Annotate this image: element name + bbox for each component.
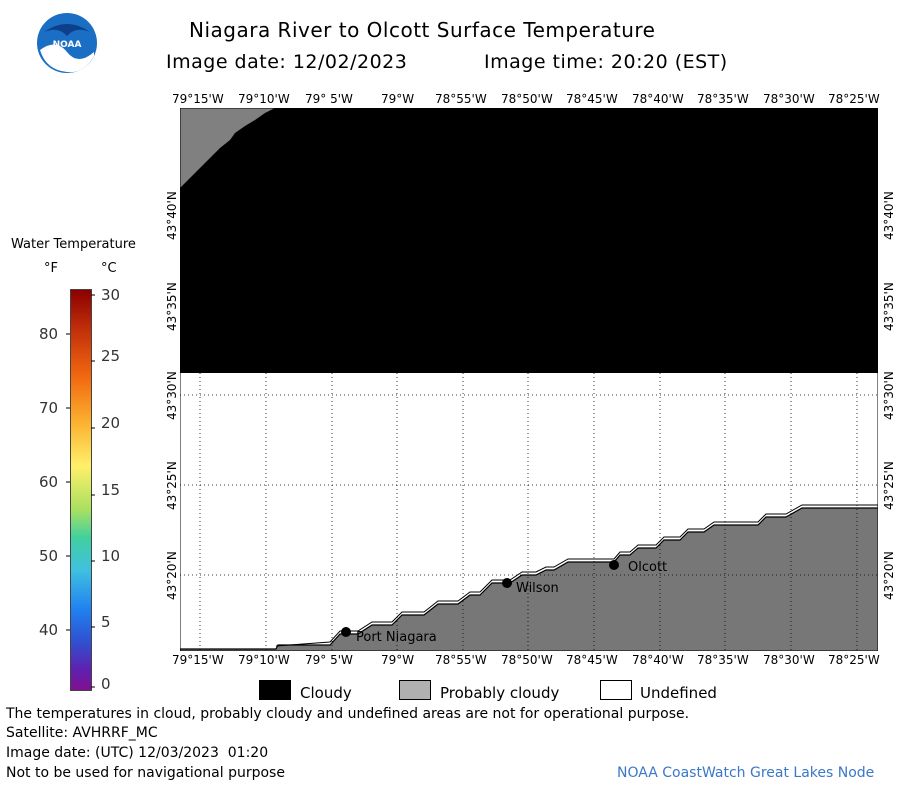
map-panel [180, 108, 878, 651]
lon-top-6: 78°45'W [566, 92, 618, 106]
lon-bottom-2: 79° 5'W [305, 653, 353, 667]
colorbar [70, 289, 92, 691]
footer-nav-warning: Not to be used for navigational purpose [6, 765, 285, 781]
lat-right-3: 43°25'N [882, 461, 896, 510]
f-tick-70: 70 [39, 399, 59, 417]
lon-top-0: 79°15'W [172, 92, 224, 106]
shoreline [180, 507, 878, 650]
lon-top-1: 79°10'W [238, 92, 290, 106]
colorbar-unit-f: °F [44, 261, 58, 276]
lon-bottom-7: 78°40'W [632, 653, 684, 667]
lat-left-3: 43°25'N [165, 461, 179, 510]
footer-utc-date: Image date: (UTC) 12/03/2023 01:20 [6, 745, 269, 761]
footer-satellite: Satellite: AVHRRF_MC [6, 725, 158, 741]
c-tick-25: 25 [101, 347, 121, 365]
legend-label-cloudy: Cloudy [300, 684, 352, 702]
lat-right-0: 43°40'N [882, 191, 896, 240]
c-tick-0: 0 [101, 675, 111, 693]
noaa-logo-text: NOAA [53, 40, 82, 50]
lon-top-4: 78°55'W [435, 92, 487, 106]
lon-bottom-5: 78°50'W [501, 653, 553, 667]
c-tick-15: 15 [101, 481, 121, 499]
image-date: Image date: 12/02/2023 [166, 51, 408, 73]
legend-swatch-cloudy [259, 680, 291, 700]
lat-right-2: 43°30'N [882, 371, 896, 420]
c-tick-30: 30 [101, 286, 121, 304]
lat-left-4: 43°20'N [165, 551, 179, 600]
lat-right-1: 43°35'N [882, 282, 896, 331]
lon-bottom-9: 78°30'W [763, 653, 815, 667]
lon-top-3: 79°W [381, 92, 415, 106]
lon-bottom-1: 79°10'W [238, 653, 290, 667]
lon-bottom-0: 79°15'W [172, 653, 224, 667]
c-tick-10: 10 [101, 547, 121, 565]
wilson-marker [502, 578, 512, 588]
lon-top-7: 78°40'W [632, 92, 684, 106]
footer-credit[interactable]: NOAA CoastWatch Great Lakes Node [617, 765, 875, 781]
f-tick-40: 40 [39, 621, 59, 639]
legend-swatch-probably-cloudy [399, 680, 431, 700]
lon-bottom-10: 78°25'W [828, 653, 880, 667]
lat-right-4: 43°20'N [882, 551, 896, 600]
place-label-olcott: Olcott [628, 560, 668, 575]
lon-top-8: 78°35'W [697, 92, 749, 106]
legend-label-undefined: Undefined [640, 684, 717, 702]
lon-top-5: 78°50'W [501, 92, 553, 106]
land-region [180, 508, 878, 651]
f-tick-50: 50 [39, 547, 59, 565]
lon-bottom-8: 78°35'W [697, 653, 749, 667]
c-tick-20: 20 [101, 414, 121, 432]
colorbar-ticks [66, 294, 95, 688]
c-tick-5: 5 [101, 613, 111, 631]
footer-disclaimer: The temperatures in cloud, probably clou… [6, 706, 690, 722]
noaa-logo: NOAA [36, 12, 98, 74]
image-time: Image time: 20:20 (EST) [484, 51, 728, 73]
colorbar-unit-c: °C [101, 261, 117, 276]
lon-top-10: 78°25'W [828, 92, 880, 106]
lon-bottom-6: 78°45'W [566, 653, 618, 667]
page-title: Niagara River to Olcott Surface Temperat… [189, 18, 656, 42]
lon-bottom-4: 78°55'W [435, 653, 487, 667]
place-label-wilson: Wilson [516, 581, 559, 596]
legend-swatch-undefined [600, 680, 632, 700]
place-label-port-niagara: Port Niagara [356, 630, 437, 645]
lat-left-2: 43°30'N [165, 371, 179, 420]
port-niagara-marker [341, 627, 351, 637]
lon-top-9: 78°30'W [763, 92, 815, 106]
lon-top-2: 79° 5'W [305, 92, 353, 106]
legend-label-probably-cloudy: Probably cloudy [440, 684, 560, 702]
f-tick-80: 80 [39, 325, 59, 343]
colorbar-title: Water Temperature [11, 237, 136, 252]
lat-left-0: 43°40'N [165, 191, 179, 240]
lon-bottom-3: 79°W [381, 653, 415, 667]
olcott-marker [609, 560, 619, 570]
lat-left-1: 43°35'N [165, 282, 179, 331]
f-tick-60: 60 [39, 473, 59, 491]
cloudy-region [180, 108, 878, 373]
